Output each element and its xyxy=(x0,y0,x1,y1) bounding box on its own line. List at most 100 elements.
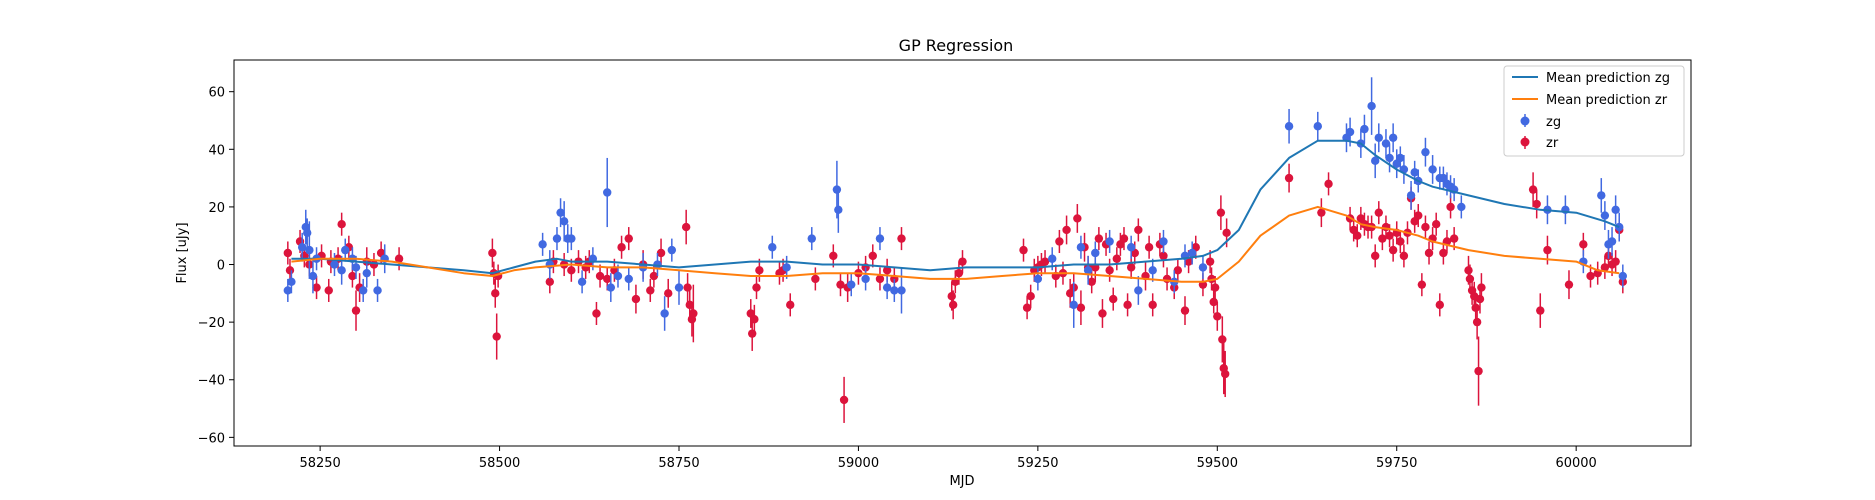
zg-point xyxy=(308,258,318,294)
zg-point xyxy=(807,227,816,251)
zr-point xyxy=(681,209,691,245)
mean-prediction-lines xyxy=(291,139,1620,283)
x-tick-label: 59500 xyxy=(1197,456,1238,471)
y-tick-label: −60 xyxy=(198,431,225,446)
y-tick-label: 0 xyxy=(217,259,225,274)
zr-point xyxy=(1378,227,1387,251)
zr-point xyxy=(1220,350,1230,398)
x-axis-label: MJD xyxy=(949,474,974,489)
zg-point xyxy=(1457,195,1466,219)
zg-point xyxy=(1396,146,1405,170)
zg-point xyxy=(305,221,314,279)
zg-point xyxy=(1134,276,1143,305)
zg-point xyxy=(660,296,669,331)
zr-point xyxy=(1472,304,1482,340)
zr-point xyxy=(1073,204,1082,233)
zg-point xyxy=(1615,212,1624,242)
zg-point xyxy=(1033,267,1043,291)
zg-point xyxy=(1370,143,1380,179)
y-axis: −60 −40 −20 0 20 40 60 xyxy=(198,86,234,446)
zr-point xyxy=(337,212,346,236)
zr-point xyxy=(1213,301,1222,331)
zr-point xyxy=(1019,238,1028,262)
zr-point xyxy=(1600,255,1610,279)
zr-point xyxy=(1435,293,1444,317)
legend-label-zr: zr xyxy=(1546,136,1559,151)
zr-point xyxy=(624,227,633,251)
zr-point xyxy=(1123,293,1132,317)
zr-point xyxy=(491,278,500,308)
zr-point xyxy=(839,376,849,423)
x-tick-label: 59750 xyxy=(1376,456,1417,471)
zr-point xyxy=(689,284,698,343)
zr-point xyxy=(1439,241,1448,265)
zg-point xyxy=(890,278,899,302)
zg-point xyxy=(358,278,368,302)
zr-point xyxy=(948,290,958,320)
zg-point xyxy=(362,258,371,288)
zg-point xyxy=(861,267,870,291)
zg-point xyxy=(1374,123,1383,153)
zg-point xyxy=(330,253,339,277)
zg-point xyxy=(1388,123,1398,153)
zr-point xyxy=(664,278,673,308)
zr-point xyxy=(1611,250,1620,274)
zg-point xyxy=(1198,255,1208,279)
zr-point xyxy=(646,278,655,302)
zg-point xyxy=(1597,178,1606,213)
zr-point xyxy=(1134,218,1143,242)
legend-label-mean-zr: Mean prediction zr xyxy=(1546,93,1668,108)
zg-point xyxy=(847,273,856,297)
zr-point xyxy=(786,293,795,317)
x-tick-label: 59000 xyxy=(838,456,879,471)
x-tick-label: 58500 xyxy=(479,456,520,471)
y-tick-label: 20 xyxy=(208,201,225,216)
zr-point xyxy=(1536,293,1545,328)
zr-point xyxy=(750,304,759,334)
zr-point xyxy=(1446,195,1455,219)
zr-point xyxy=(752,276,761,300)
y-tick-label: 60 xyxy=(208,86,225,101)
zr-point xyxy=(1564,270,1574,300)
zr-point xyxy=(592,301,601,326)
zr-point xyxy=(1424,241,1434,265)
zr-point xyxy=(394,247,404,271)
zr-point xyxy=(1396,229,1405,253)
zr-point xyxy=(755,258,764,282)
legend-swatch-zr xyxy=(1520,136,1530,149)
zr-point xyxy=(1477,273,1486,302)
zg-point xyxy=(1159,229,1168,253)
zr-point xyxy=(1094,227,1104,251)
zr-point xyxy=(312,276,321,300)
legend: Mean prediction zg Mean prediction zr zg… xyxy=(1503,65,1685,157)
zr-point xyxy=(1112,247,1122,271)
zr-point xyxy=(1126,255,1136,279)
zr-point xyxy=(1324,172,1333,196)
zg-point xyxy=(373,278,382,302)
zr-point xyxy=(811,267,820,291)
zr-point xyxy=(1173,258,1183,282)
zg-point xyxy=(559,201,569,242)
zg-point xyxy=(1600,201,1610,230)
zg-point xyxy=(1076,235,1086,259)
zr-point xyxy=(1209,290,1218,314)
zg-point xyxy=(674,270,684,305)
zg-point xyxy=(1406,180,1416,210)
zr-point xyxy=(351,290,361,331)
zr-point xyxy=(1374,201,1383,225)
zr-point xyxy=(1119,227,1129,251)
zr-point xyxy=(1399,244,1409,268)
zg-point xyxy=(1069,281,1078,328)
zr-point xyxy=(1532,189,1541,219)
zr-point xyxy=(1216,195,1226,230)
zr-point xyxy=(631,284,641,314)
zg-point xyxy=(1105,229,1114,253)
zg-point xyxy=(1607,227,1617,256)
zg-point xyxy=(552,227,562,251)
zr-point xyxy=(617,235,626,259)
zr-point xyxy=(958,250,967,274)
zr-point xyxy=(836,273,845,297)
zr-point xyxy=(1417,273,1427,297)
zg-point xyxy=(603,157,612,228)
